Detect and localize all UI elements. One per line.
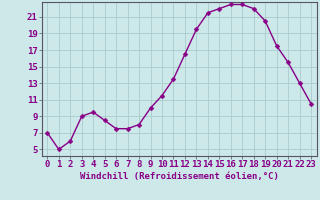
X-axis label: Windchill (Refroidissement éolien,°C): Windchill (Refroidissement éolien,°C) xyxy=(80,172,279,181)
